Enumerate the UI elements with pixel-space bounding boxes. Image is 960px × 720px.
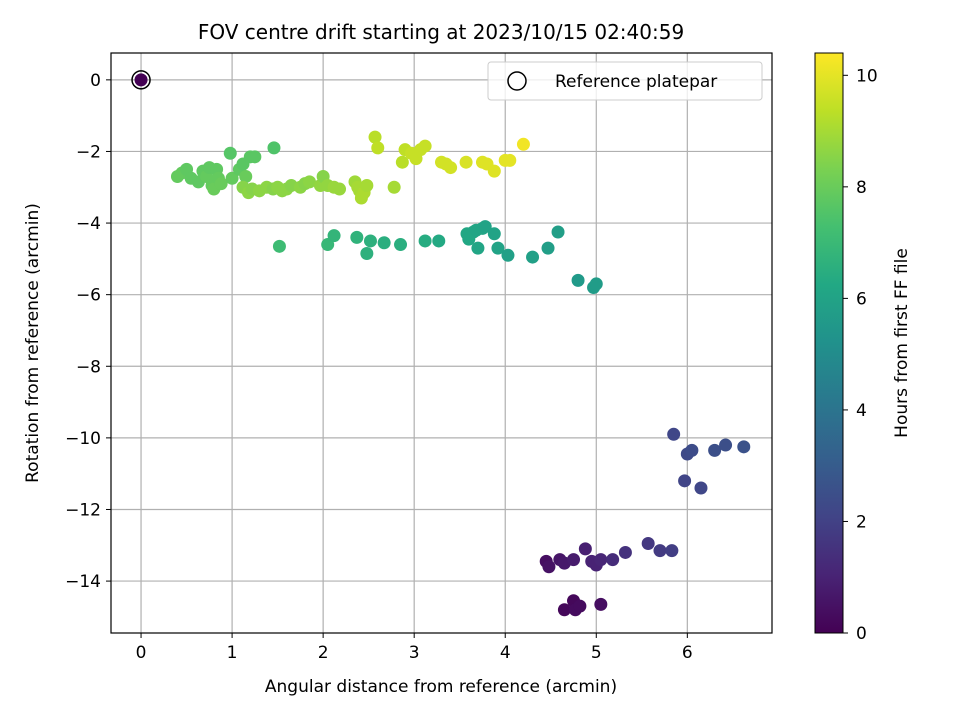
data-point: [542, 560, 556, 574]
x-tick-label: 5: [591, 643, 602, 663]
plot-frame: [110, 52, 773, 634]
x-tick-label: 4: [500, 643, 511, 663]
data-point: [360, 246, 374, 260]
data-point: [573, 599, 587, 613]
data-point: [665, 544, 679, 558]
data-point: [678, 474, 692, 488]
y-tick-label: −8: [76, 357, 101, 377]
x-tick-label: 1: [227, 643, 238, 663]
data-point: [321, 238, 335, 252]
data-point: [653, 544, 667, 558]
colorbar-tick-label: 2: [856, 512, 867, 532]
data-point: [594, 553, 608, 567]
colorbar-tick-label: 0: [856, 624, 867, 644]
colorbar-ticks: 0 2 4 6 8 10: [843, 66, 878, 644]
data-point: [394, 238, 408, 252]
data-point: [667, 427, 681, 441]
legend: Reference platepar: [487, 61, 763, 101]
grid: [111, 53, 772, 633]
data-point: [395, 155, 409, 169]
data-point: [444, 161, 458, 175]
colorbar-label: Hours from first FF file: [892, 248, 912, 438]
legend-entry-reference: Reference platepar: [555, 72, 717, 92]
y-tick-label: −4: [76, 214, 101, 234]
legend-marker-reference: [507, 71, 527, 91]
data-point: [327, 229, 341, 243]
chart-title: FOV centre drift starting at 2023/10/15 …: [198, 20, 684, 44]
data-point: [589, 277, 603, 291]
data-point: [641, 536, 655, 550]
y-tick-label: −2: [76, 142, 101, 162]
data-point: [541, 241, 555, 255]
data-point: [214, 177, 228, 191]
data-point: [302, 175, 316, 189]
data-points: [131, 70, 751, 617]
data-point: [223, 146, 237, 160]
colorbar-tick-label: 6: [856, 289, 867, 309]
data-point: [606, 553, 620, 567]
data-point: [478, 220, 492, 234]
data-point: [516, 137, 530, 151]
data-point: [272, 239, 286, 253]
data-point: [503, 153, 517, 167]
data-point: [487, 227, 501, 241]
data-point: [360, 178, 374, 192]
data-point: [737, 440, 751, 454]
data-point: [708, 443, 722, 457]
data-point: [418, 139, 432, 153]
data-point: [432, 234, 446, 248]
x-tick-label: 3: [409, 643, 420, 663]
data-point: [225, 171, 239, 185]
legend-box: [487, 61, 763, 101]
reference-marker: [131, 70, 151, 90]
y-tick-label: −10: [65, 429, 101, 449]
colorbar-tick-label: 10: [856, 66, 878, 86]
data-point: [459, 155, 473, 169]
data-point: [571, 273, 585, 287]
data-point: [333, 182, 347, 196]
data-point: [618, 545, 632, 559]
data-point: [526, 250, 540, 264]
data-point: [350, 230, 364, 244]
data-point: [377, 236, 391, 250]
colorbar: 0 2 4 6 8 10 Hours from first FF file: [814, 52, 912, 644]
data-point: [368, 130, 382, 144]
data-point: [267, 141, 281, 155]
data-point: [567, 553, 581, 567]
y-tick-label: 0: [90, 71, 101, 91]
x-axis-label: Angular distance from reference (arcmin): [265, 677, 617, 697]
data-point: [487, 164, 501, 178]
y-axis-label: Rotation from reference (arcmin): [23, 203, 43, 483]
data-point: [239, 170, 253, 184]
data-point: [491, 241, 505, 255]
colorbar-tick-label: 8: [856, 178, 867, 198]
data-point: [371, 141, 385, 155]
x-tick-label: 2: [318, 643, 329, 663]
data-point: [501, 248, 515, 262]
data-point: [594, 597, 608, 611]
y-tick-label: −12: [65, 500, 101, 520]
colorbar-tick-label: 4: [856, 401, 867, 421]
data-point: [418, 234, 432, 248]
y-tick-label: −6: [76, 286, 101, 306]
data-point: [578, 542, 592, 556]
y-tick-label: −14: [65, 572, 101, 592]
colorbar-gradient: [814, 52, 844, 634]
data-point: [719, 438, 733, 452]
data-point: [134, 73, 148, 87]
data-point: [248, 150, 262, 164]
axes: 0 1 2 3 4 5 6 0 −2 −4 −6 −8 −10 −12 −14: [65, 52, 773, 663]
x-tick-label: 6: [682, 643, 693, 663]
data-point: [551, 225, 565, 239]
data-point: [557, 603, 571, 617]
data-point: [387, 180, 401, 194]
data-point: [685, 443, 699, 457]
data-point: [471, 241, 485, 255]
x-tick-label: 0: [136, 643, 147, 663]
data-point: [694, 481, 708, 495]
data-point: [363, 234, 377, 248]
